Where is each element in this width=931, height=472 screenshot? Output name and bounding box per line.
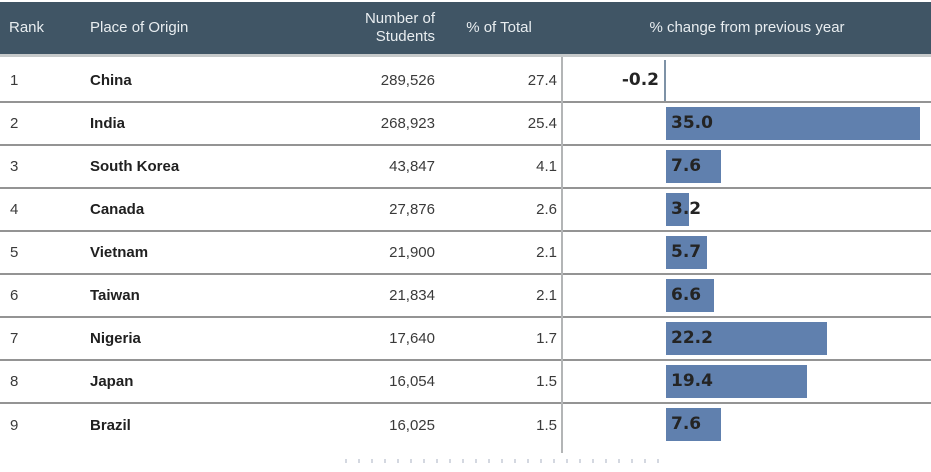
pct-change-cell: 7.6 — [563, 404, 931, 447]
number-of-students-cell: 16,025 — [389, 417, 435, 434]
rank-cell: 9 — [10, 417, 19, 434]
place-of-origin-cell: Taiwan — [90, 287, 140, 304]
table-row: 3 South Korea 43,847 4.1 7.6 — [0, 146, 931, 189]
zero-axis-line — [664, 60, 666, 101]
pct-change-cell: 22.2 — [563, 318, 931, 359]
pct-change-cell: 35.0 — [563, 103, 931, 144]
place-of-origin-cell: Vietnam — [90, 244, 149, 261]
column-header-place-of-origin: Place of Origin — [90, 19, 189, 36]
place-of-origin-cell: Nigeria — [90, 330, 141, 347]
pct-change-bar — [666, 107, 920, 140]
number-of-students-cell: 17,640 — [389, 330, 435, 347]
rank-cell: 7 — [10, 330, 19, 347]
pct-change-value-label: 5.7 — [671, 242, 702, 262]
pct-change-value-label: 19.4 — [671, 371, 713, 391]
number-of-students-cell: 27,876 — [389, 201, 435, 218]
number-of-students-cell: 289,526 — [380, 72, 435, 89]
pct-of-total-cell: 1.5 — [536, 373, 557, 390]
pct-of-total-cell: 1.7 — [536, 330, 557, 347]
pct-change-bar — [666, 279, 714, 312]
pct-change-bar — [666, 236, 707, 269]
table-row: 2 India 268,923 25.4 35.0 — [0, 103, 931, 146]
rank-cell: 5 — [10, 244, 19, 261]
rank-cell: 2 — [10, 115, 19, 132]
rank-cell: 4 — [10, 201, 19, 218]
table-row: 7 Nigeria 17,640 1.7 22.2 — [0, 318, 931, 361]
pct-change-bar — [666, 365, 807, 398]
pct-change-value-label: -0.2 — [621, 70, 659, 90]
pct-change-bar — [666, 150, 721, 183]
pct-change-cell: 7.6 — [563, 146, 931, 187]
pct-change-bar — [666, 408, 721, 441]
number-of-students-cell: 21,900 — [389, 244, 435, 261]
table-row: 5 Vietnam 21,900 2.1 5.7 — [0, 232, 931, 275]
place-of-origin-cell: China — [90, 72, 132, 89]
number-of-students-cell: 16,054 — [389, 373, 435, 390]
column-separator-line — [561, 57, 563, 453]
number-of-students-cell: 21,834 — [389, 287, 435, 304]
rank-cell: 6 — [10, 287, 19, 304]
pct-change-bar — [666, 322, 827, 355]
pct-change-cell: 5.7 — [563, 232, 931, 273]
pct-change-value-label: 3.2 — [671, 199, 702, 219]
column-header-pct-change: % change from previous year — [649, 19, 845, 36]
pct-change-value-label: 7.6 — [671, 414, 702, 434]
pct-change-cell: 3.2 — [563, 189, 931, 230]
pct-of-total-cell: 27.4 — [527, 72, 557, 89]
table-body: 1 China 289,526 27.4 -0.2 2 India 268,92… — [0, 60, 931, 447]
place-of-origin-cell: Japan — [90, 373, 134, 390]
column-header-number-of-students: Number of Students — [364, 10, 435, 45]
pct-change-value-label: 6.6 — [671, 285, 702, 305]
pct-change-value-label: 7.6 — [671, 156, 702, 176]
place-of-origin-cell: India — [90, 115, 126, 132]
rank-cell: 3 — [10, 158, 19, 175]
pct-of-total-cell: 25.4 — [527, 115, 557, 132]
pct-of-total-cell: 4.1 — [536, 158, 557, 175]
pct-of-total-cell: 2.1 — [536, 244, 557, 261]
pct-change-cell: -0.2 — [563, 60, 931, 101]
pct-change-bar — [666, 193, 689, 226]
rank-cell: 8 — [10, 373, 19, 390]
table-row: 1 China 289,526 27.4 -0.2 — [0, 60, 931, 103]
pct-change-value-label: 35.0 — [671, 113, 713, 133]
column-header-pct-of-total: % of Total — [466, 19, 532, 36]
table-row: 4 Canada 27,876 2.6 3.2 — [0, 189, 931, 232]
place-of-origin-cell: Brazil — [90, 417, 131, 434]
rank-cell: 1 — [10, 72, 19, 89]
pct-change-value-label: 22.2 — [671, 328, 713, 348]
table-header-row: Rank Place of Origin Number of Students … — [0, 2, 931, 57]
table-row: 9 Brazil 16,025 1.5 7.6 — [0, 404, 931, 447]
pct-change-cell: 19.4 — [563, 361, 931, 402]
column-header-rank: Rank — [9, 19, 45, 36]
pct-of-total-cell: 2.6 — [536, 201, 557, 218]
pct-of-total-cell: 2.1 — [536, 287, 557, 304]
table-row: 6 Taiwan 21,834 2.1 6.6 — [0, 275, 931, 318]
table-row: 8 Japan 16,054 1.5 19.4 — [0, 361, 931, 404]
cropped-caption-fragment — [345, 459, 660, 463]
place-of-origin-cell: Canada — [90, 201, 145, 218]
place-of-origin-cell: South Korea — [90, 158, 180, 175]
number-of-students-cell: 268,923 — [380, 115, 435, 132]
pct-change-cell: 6.6 — [563, 275, 931, 316]
pct-of-total-cell: 1.5 — [536, 417, 557, 434]
number-of-students-cell: 43,847 — [389, 158, 435, 175]
